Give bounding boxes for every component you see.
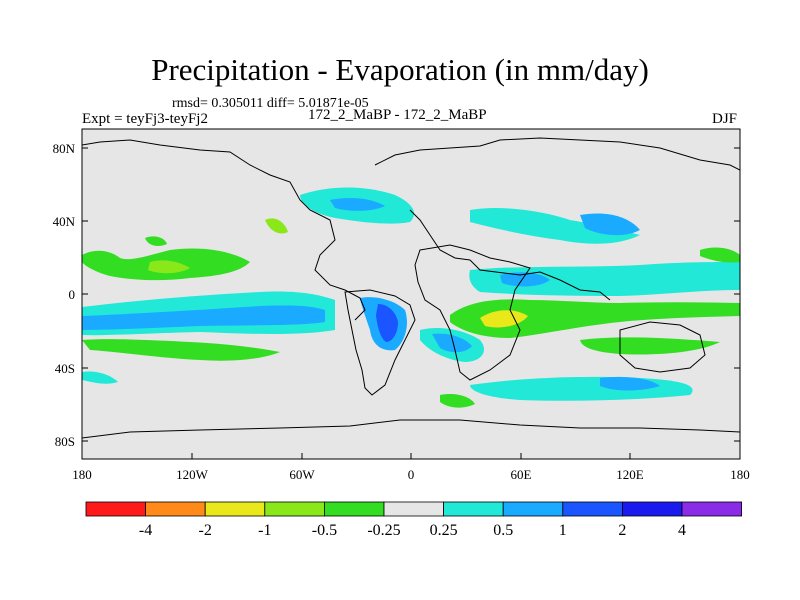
- colorbar-label: 2: [618, 522, 626, 539]
- pacific-blue-band: [82, 305, 325, 330]
- lat-tick-label: 0: [69, 287, 76, 302]
- green-patch-3: [145, 236, 167, 246]
- colorbar-label: -0.5: [312, 522, 337, 539]
- lon-tick-label: 60W: [289, 467, 315, 482]
- colorbar-swatch: [264, 501, 325, 517]
- south-america-outline: [344, 289, 416, 396]
- colorbar-label: 0.5: [493, 522, 513, 539]
- lat-tick-label: 40S: [55, 361, 75, 376]
- south-indian-green: [580, 337, 720, 355]
- green-patch-4: [700, 247, 740, 263]
- green-patch-1: [265, 218, 288, 234]
- colorbar-swatch: [622, 501, 683, 517]
- lat-axis: 80N 40N 0 40S 80S: [53, 141, 740, 449]
- indo-pacific-blue: [500, 272, 550, 287]
- colorbar-label: 0.25: [430, 522, 458, 539]
- antarctica-outline: [82, 419, 740, 439]
- southern-ocean-blue: [600, 376, 660, 391]
- north-pacific-lightgreen: [148, 260, 190, 274]
- colorbar-swatch: [85, 501, 146, 517]
- africa-outline: [414, 244, 531, 381]
- south-america-darkblue: [376, 304, 398, 342]
- south-atlantic-blue: [432, 333, 472, 353]
- colorbar-swatch: [502, 501, 564, 517]
- lon-tick-label: 120E: [616, 467, 644, 482]
- africa-yellow: [480, 310, 528, 328]
- north-america-outline: [82, 139, 366, 321]
- lat-tick-label: 80N: [53, 141, 76, 156]
- lon-tick-label: 180: [72, 467, 92, 482]
- green-patch-2: [440, 394, 475, 408]
- south-pacific-green: [82, 339, 280, 361]
- field-contours: [82, 187, 740, 408]
- indo-pacific-cyan: [469, 262, 740, 296]
- lat-tick-label: 40N: [53, 214, 76, 229]
- stats-text: rmsd= 0.305011 diff= 5.01871e-05: [172, 96, 369, 111]
- colorbar-swatch: [145, 501, 206, 517]
- colorbar: -4 -2 -1 -0.5 -0.25 0.25 0.5 1 2 4: [85, 501, 742, 539]
- colorbar-label: -0.25: [367, 522, 400, 539]
- asia-blue: [580, 213, 640, 236]
- australia-outline: [619, 321, 706, 373]
- season-label: DJF: [712, 111, 738, 127]
- runs-label: 172_2_MaBP - 172_2_MaBP: [308, 107, 487, 123]
- experiment-label: Expt = teyFj3-teyFj2: [82, 111, 208, 127]
- north-atlantic-blue: [330, 198, 385, 211]
- lat-tick-label: 80S: [55, 434, 75, 449]
- colorbar-swatch: [204, 501, 266, 517]
- colorbar-swatch: [323, 501, 385, 517]
- continent-outlines: [82, 137, 740, 439]
- colorbar-label: 4: [678, 522, 686, 539]
- map-title: Precipitation - Evaporation (in mm/day): [151, 52, 649, 87]
- colorbar-swatch: [383, 501, 444, 517]
- colorbar-label: -4: [139, 522, 152, 539]
- colorbar-swatch: [443, 501, 504, 517]
- colorbar-label: -2: [199, 522, 212, 539]
- cyan-patch-1: [82, 371, 118, 384]
- asia-cyan: [470, 208, 640, 244]
- lon-tick-label: 120W: [176, 467, 209, 482]
- lon-axis: 180 120W 60W 0 60E 120E 180: [72, 453, 750, 482]
- equatorial-green-band: [450, 299, 740, 338]
- eurasia-outline: [374, 137, 740, 301]
- lon-tick-label: 0: [408, 467, 415, 482]
- colorbar-swatch: [562, 501, 623, 517]
- colorbar-swatch: [681, 501, 742, 517]
- colorbar-label: 1: [559, 522, 567, 539]
- colorbar-label: -1: [258, 522, 271, 539]
- lon-tick-label: 60E: [511, 467, 532, 482]
- lon-tick-label: 180: [730, 467, 750, 482]
